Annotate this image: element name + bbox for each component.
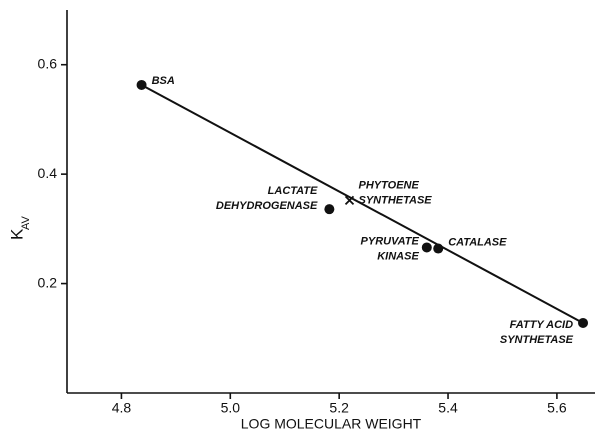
point-label: BSA: [152, 75, 175, 87]
y-axis-label: K: [7, 228, 26, 240]
fit-line: [141, 84, 584, 324]
point-label: SYNTHETASE: [359, 194, 433, 206]
point-x: [344, 195, 355, 206]
y-tick-label: 0.4: [38, 165, 58, 181]
point: [421, 242, 432, 253]
point: [433, 243, 444, 254]
y-axis-label-sub: AV: [20, 215, 32, 230]
point-label: LACTATE: [268, 185, 318, 197]
x-tick-label: 4.8: [112, 400, 132, 416]
point-label: SYNTHETASE: [500, 334, 574, 346]
y-tick-label: 0.2: [38, 274, 58, 290]
point-label: PYRUVATE: [361, 235, 420, 247]
point-label: KINASE: [377, 250, 419, 262]
x-tick-label: 5.2: [329, 400, 349, 416]
point: [136, 79, 147, 90]
point: [578, 317, 589, 328]
y-tick-label: 0.6: [38, 55, 58, 71]
x-tick-label: 5.0: [221, 400, 241, 416]
x-axis-label: LOG MOLECULAR WEIGHT: [241, 416, 422, 432]
x-tick-label: 5.6: [547, 400, 567, 416]
point-label: CATALASE: [448, 236, 507, 248]
point: [324, 204, 335, 215]
x-tick-label: 5.4: [438, 400, 458, 416]
point-label: PHYTOENE: [359, 179, 420, 191]
point-label: DEHYDROGENASE: [216, 200, 318, 212]
point-label: FATTY ACID: [510, 319, 573, 331]
